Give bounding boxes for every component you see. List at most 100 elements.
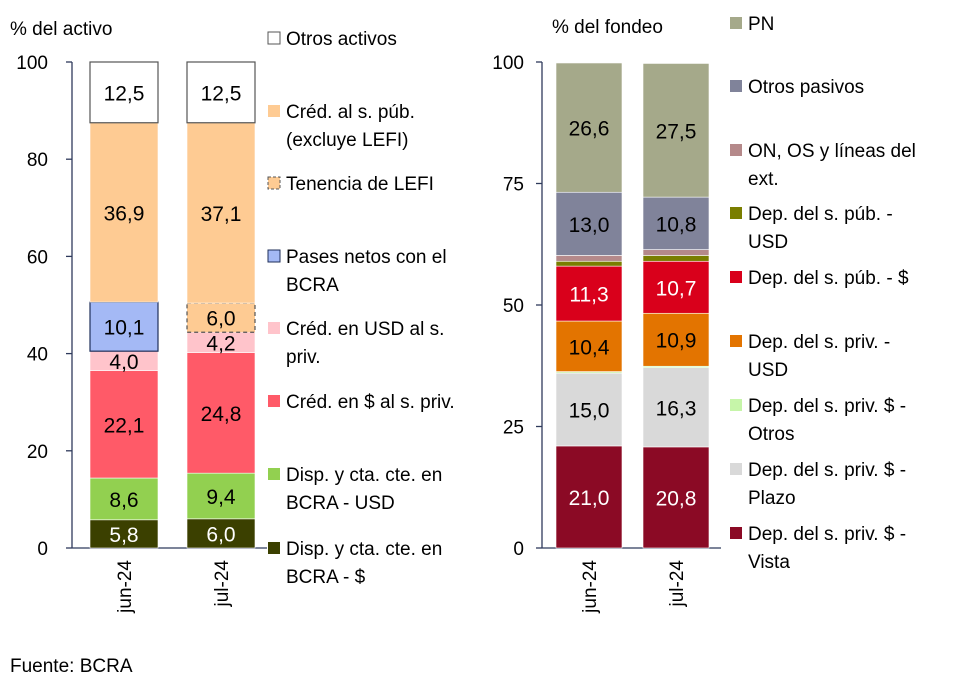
legend-item: Dep. del s. púb. - USD — [730, 204, 893, 253]
x-tick-label: jun-24 — [580, 560, 601, 614]
legend-label: Otros pasivos — [748, 77, 864, 98]
y-tick-label: 60 — [27, 247, 48, 268]
x-tick-label: jul-24 — [667, 560, 688, 608]
data-label: 12,5 — [104, 82, 145, 105]
legend-label: Dep. del s. púb. - — [748, 204, 893, 225]
data-label: 36,9 — [104, 202, 145, 225]
data-label: 4,2 — [206, 332, 235, 355]
data-label: 9,4 — [206, 486, 236, 509]
legend-label: Créd. en USD al s. — [286, 319, 444, 340]
legend-label: Disp. y cta. cte. en — [286, 539, 442, 560]
legend-item: Otros activos — [267, 29, 397, 50]
data-label: 10,1 — [104, 317, 145, 340]
legend-item: Dep. del s. priv. $ - Otros — [730, 396, 906, 445]
bar-segment — [89, 519, 159, 549]
bar-segment — [642, 196, 710, 250]
legend-item: Disp. y cta. cte. en BCRA - USD — [268, 465, 442, 514]
bar-segment — [642, 312, 710, 367]
legend-item: Pases netos con el BCRA — [267, 247, 447, 296]
bar-segment — [186, 352, 256, 474]
data-label: 8,6 — [109, 489, 138, 512]
legend-swatch — [267, 176, 281, 190]
legend-swatch — [730, 527, 742, 539]
bar-segment — [555, 265, 623, 322]
legend-swatch — [268, 395, 280, 407]
data-label: 37,1 — [201, 203, 242, 226]
legend-label: USD — [748, 360, 788, 381]
legend-swatch — [730, 271, 742, 283]
legend-label: Dep. del s. priv. $ - — [748, 524, 906, 545]
legend-swatch — [268, 322, 280, 334]
data-label: 10,9 — [656, 330, 697, 353]
bar-segment — [186, 61, 256, 124]
bar-segment — [186, 122, 256, 304]
legend-swatch — [268, 105, 280, 117]
y-tick-label: 75 — [503, 175, 524, 196]
bar-segment — [555, 260, 623, 267]
legend-label: Pases netos con el — [286, 247, 447, 268]
legend-label: Dep. del s. púb. - $ — [748, 268, 909, 289]
legend-label: Dep. del s. priv. $ - — [748, 460, 906, 481]
legend-label: BCRA - $ — [286, 567, 366, 588]
legend-label: Vista — [748, 552, 790, 573]
legend-swatch — [730, 335, 742, 347]
bar-segment — [555, 445, 623, 549]
y-tick-label: 20 — [27, 442, 48, 463]
x-tick-label: jun-24 — [115, 560, 136, 614]
legend-item: Dep. del s. priv. $ - Vista — [730, 524, 906, 573]
legend-item: Dep. del s. púb. - $ — [730, 268, 909, 289]
data-label: 11,3 — [569, 284, 608, 307]
y-tick-label: 80 — [27, 150, 48, 171]
legend-label: Otros — [748, 424, 794, 445]
legend-swatch — [267, 249, 281, 263]
y-tick-label: 100 — [492, 53, 524, 74]
bar-segment — [89, 301, 159, 352]
bar-segment — [555, 372, 623, 447]
data-label: 22,1 — [104, 414, 145, 437]
bar-segment — [555, 62, 623, 193]
legend-item: PN — [730, 14, 774, 35]
data-label: 21,0 — [569, 487, 610, 510]
legend-swatch — [730, 17, 742, 29]
legend-label: Créd. al s. púb. — [286, 102, 415, 123]
legend-label: BCRA — [286, 275, 339, 296]
chart-1: % del activo 0 20 40 60 80 100 5,8 8,6 22,1 4,0 10,… — [10, 19, 455, 614]
y-axis-label: % del activo — [10, 19, 112, 40]
bar-segment — [89, 477, 159, 521]
legend-label: Plazo — [748, 488, 796, 509]
y-tick-label: 100 — [16, 53, 48, 74]
legend-label: Dep. del s. priv. - — [748, 332, 890, 353]
legend-label: USD — [748, 232, 788, 253]
legend-item: ON, OS y líneas del ext. — [730, 141, 916, 190]
legend-item: Disp. y cta. cte. en BCRA - $ — [268, 539, 442, 588]
bar-segment — [555, 320, 623, 372]
legend-label: PN — [748, 14, 774, 35]
bar-segment — [89, 370, 159, 479]
data-label: 26,6 — [569, 118, 610, 141]
legend-label: Disp. y cta. cte. en — [286, 465, 442, 486]
legend-label: priv. — [286, 347, 320, 368]
bar-segment — [642, 260, 710, 314]
legend-swatch — [730, 144, 742, 156]
bar-segment — [186, 472, 256, 520]
data-label: 15,0 — [569, 399, 610, 422]
y-axis-label: % del fondeo — [552, 17, 663, 38]
data-label: 10,7 — [656, 277, 697, 300]
bar-segment — [186, 302, 256, 333]
legend-item: Créd. en $ al s. priv. — [268, 392, 455, 413]
bar-segment — [642, 249, 710, 256]
data-label: 24,8 — [201, 403, 242, 426]
legend-item: Dep. del s. priv. - USD — [730, 332, 890, 381]
legend-swatch — [730, 399, 742, 411]
data-label: 4,0 — [109, 351, 138, 374]
legend-swatch — [730, 463, 742, 475]
chart-2: % del fondeo 0 25 50 75 100 21,0 15,0 10,4 11,3 13… — [492, 14, 916, 614]
legend-swatch — [730, 80, 742, 92]
data-label: 20,8 — [656, 487, 697, 510]
legend-swatch — [268, 542, 280, 554]
y-tick-label: 50 — [503, 296, 524, 317]
x-tick-label: jul-24 — [212, 560, 233, 608]
